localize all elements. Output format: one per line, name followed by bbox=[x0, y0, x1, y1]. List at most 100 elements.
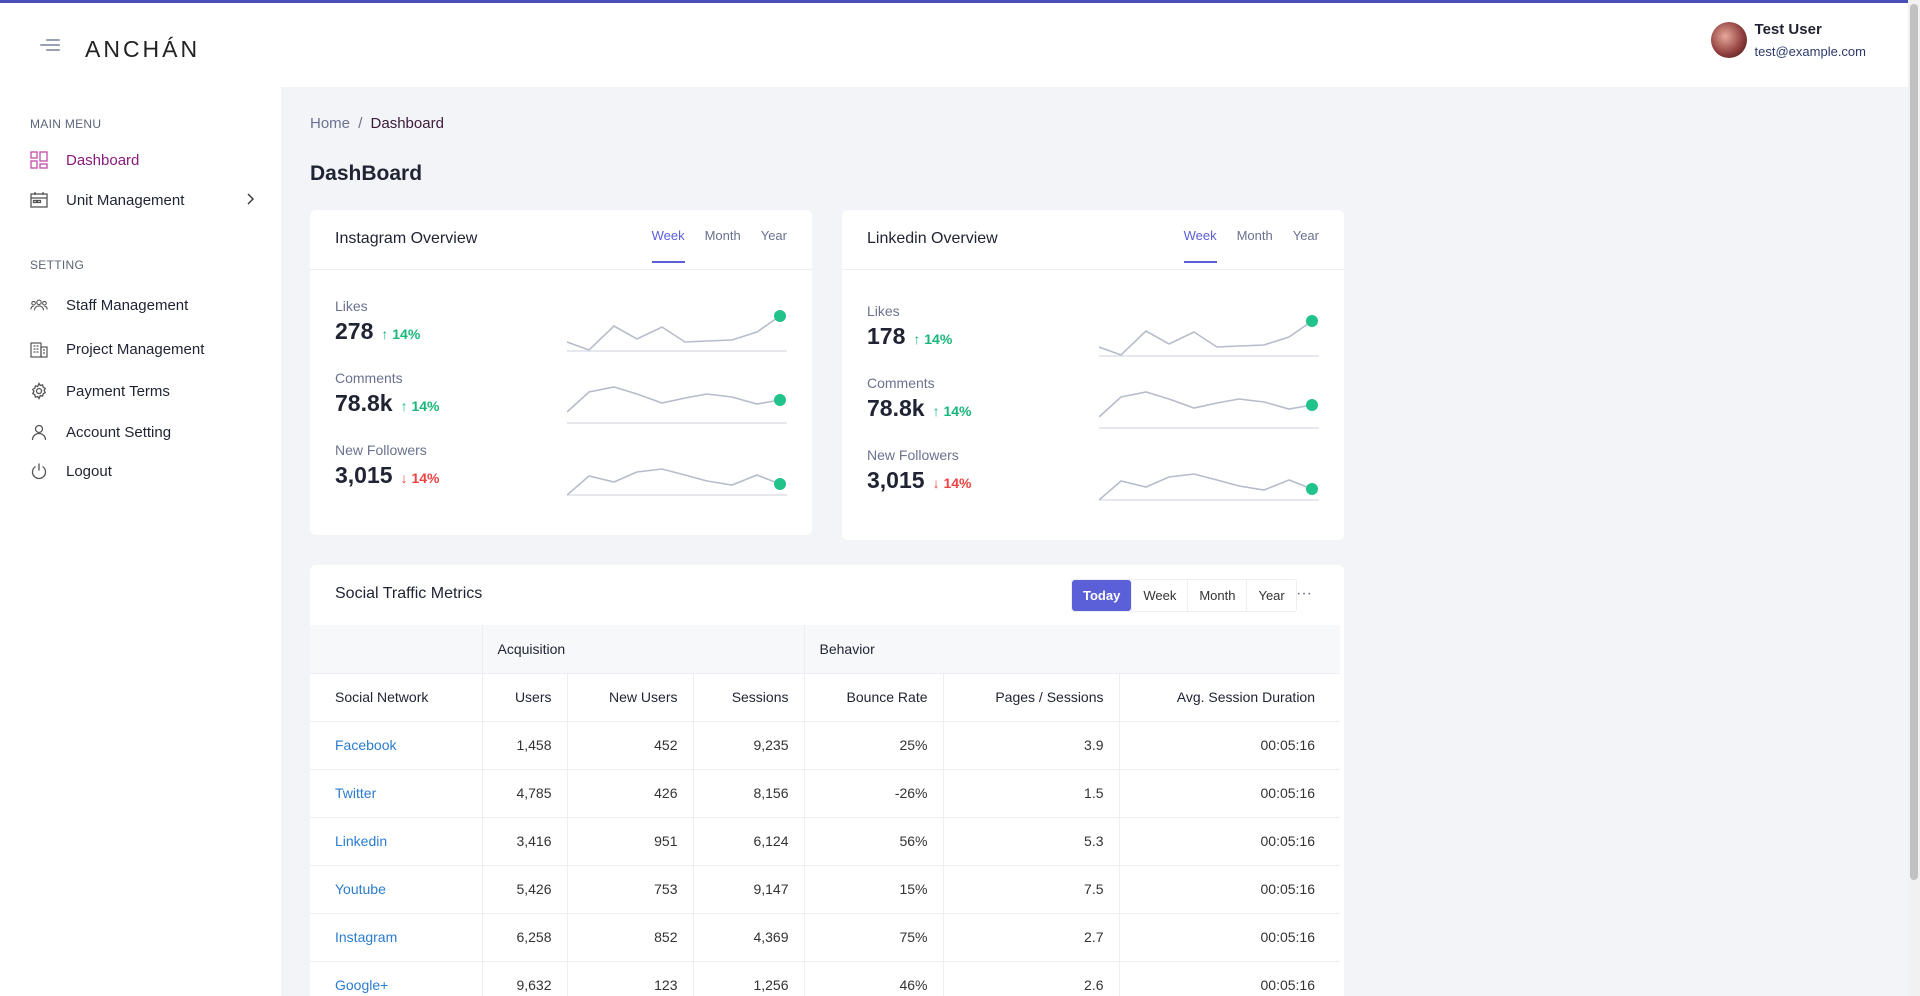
sidebar-item-label: Project Management bbox=[66, 340, 205, 358]
gear-icon bbox=[30, 382, 48, 400]
likes-metric: Likes 178 ↑ 14% bbox=[867, 303, 952, 350]
page-scrollbar[interactable] bbox=[1908, 0, 1920, 996]
unit-calendar-icon bbox=[30, 191, 48, 209]
table-cell: 46% bbox=[803, 961, 943, 996]
table-cell: 6,124 bbox=[692, 817, 804, 866]
sidebar-item-staff-management[interactable]: Staff Management bbox=[30, 293, 255, 317]
period-segmented-control: Today Week Month Year bbox=[1071, 579, 1297, 612]
col-header[interactable]: New Users bbox=[566, 673, 693, 722]
sidebar-item-project-management[interactable]: Project Management bbox=[30, 337, 255, 361]
tab-month[interactable]: Month bbox=[704, 228, 741, 243]
dashboard-grid-icon bbox=[30, 151, 48, 169]
segment-year[interactable]: Year bbox=[1246, 580, 1295, 611]
metric-change: ↓ 14% bbox=[400, 470, 440, 486]
card-header: Linkedin Overview Week Month Year bbox=[842, 210, 1344, 270]
power-icon bbox=[30, 462, 48, 480]
metric-label: New Followers bbox=[335, 442, 427, 458]
metric-change: ↑ 14% bbox=[400, 398, 440, 414]
tab-month[interactable]: Month bbox=[1236, 228, 1273, 243]
tab-year[interactable]: Year bbox=[1292, 228, 1319, 243]
tab-week[interactable]: Week bbox=[1183, 228, 1217, 263]
table-cell: 25% bbox=[803, 721, 943, 770]
col-header[interactable]: Social Network bbox=[310, 673, 482, 722]
sidebar-item-payment-terms[interactable]: Payment Terms bbox=[30, 379, 255, 403]
network-link[interactable]: Twitter bbox=[335, 785, 377, 801]
main-menu-title: MAIN MENU bbox=[30, 117, 102, 131]
sidebar-item-label: Unit Management bbox=[66, 191, 185, 209]
col-header[interactable]: Bounce Rate bbox=[803, 673, 943, 722]
table-cell: 75% bbox=[803, 913, 943, 962]
followers-metric: New Followers 3,015 ↓ 14% bbox=[335, 442, 439, 489]
metric-change: ↑ 14% bbox=[381, 326, 421, 342]
sidebar-item-label: Dashboard bbox=[66, 151, 140, 169]
chevron-right-icon bbox=[245, 192, 255, 210]
comments-sparkline bbox=[567, 386, 787, 424]
network-link[interactable]: Youtube bbox=[335, 881, 386, 897]
table-cell: 3.9 bbox=[942, 721, 1119, 770]
table-cell: 15% bbox=[803, 865, 943, 914]
table-cell: 00:05:16 bbox=[1118, 721, 1340, 770]
table-cell: 00:05:16 bbox=[1118, 913, 1340, 962]
top-accent-line bbox=[0, 0, 1920, 3]
sidebar-item-logout[interactable]: Logout bbox=[30, 459, 255, 483]
table-cell: 951 bbox=[566, 817, 693, 866]
brand-logo[interactable]: ANCHÁN bbox=[85, 36, 201, 62]
table-cell: 4,785 bbox=[481, 769, 567, 818]
user-menu[interactable]: Test User test@example.com bbox=[1710, 21, 1866, 59]
network-cell: Youtube bbox=[310, 865, 482, 914]
traffic-table: Acquisition Behavior Social Network User… bbox=[310, 625, 1340, 996]
card-title: Instagram Overview bbox=[335, 230, 478, 247]
metric-change: ↑ 14% bbox=[913, 331, 953, 347]
table-row: Google+ 9,632 123 1,256 46% 2.6 00:05:16 bbox=[310, 961, 1340, 996]
sidebar-item-account-setting[interactable]: Account Setting bbox=[30, 420, 255, 444]
sidebar-item-unit-management[interactable]: Unit Management bbox=[30, 188, 255, 212]
metric-label: Likes bbox=[867, 303, 900, 319]
user-email: test@example.com bbox=[1754, 44, 1866, 59]
group-header-behavior: Behavior bbox=[803, 625, 1340, 674]
more-options-icon[interactable]: ··· bbox=[1296, 585, 1312, 602]
segment-week[interactable]: Week bbox=[1131, 580, 1187, 611]
segment-month[interactable]: Month bbox=[1187, 580, 1246, 611]
period-tabs: Week Month Year bbox=[632, 228, 787, 263]
col-header[interactable]: Users bbox=[481, 673, 567, 722]
network-link[interactable]: Instagram bbox=[335, 929, 398, 945]
table-row: Linkedin 3,416 951 6,124 56% 5.3 00:05:16 bbox=[310, 817, 1340, 866]
table-group-header: Acquisition Behavior bbox=[310, 625, 1340, 674]
breadcrumb: Home / Dashboard bbox=[310, 115, 444, 132]
table-cell: 1,458 bbox=[481, 721, 567, 770]
period-tabs: Week Month Year bbox=[1164, 228, 1319, 263]
likes-sparkline bbox=[1099, 315, 1319, 357]
menu-toggle-icon[interactable] bbox=[40, 37, 60, 53]
table-cell: 9,235 bbox=[692, 721, 804, 770]
metric-value: 3,015 bbox=[335, 462, 393, 488]
table-cell: 3,416 bbox=[481, 817, 567, 866]
followers-metric: New Followers 3,015 ↓ 14% bbox=[867, 447, 971, 494]
col-header[interactable]: Pages / Sessions bbox=[942, 673, 1119, 722]
table-cell: 7.5 bbox=[942, 865, 1119, 914]
table-column-header: Social Network Users New Users Sessions … bbox=[310, 673, 1340, 722]
network-link[interactable]: Linkedin bbox=[335, 833, 388, 849]
table-cell: 426 bbox=[566, 769, 693, 818]
table-cell: 4,369 bbox=[692, 913, 804, 962]
table-cell: 00:05:16 bbox=[1118, 865, 1340, 914]
tab-week[interactable]: Week bbox=[651, 228, 685, 263]
col-header[interactable]: Avg. Session Duration bbox=[1118, 673, 1340, 722]
sidebar-item-label: Payment Terms bbox=[66, 382, 170, 400]
linkedin-overview-card: Linkedin Overview Week Month Year Likes … bbox=[842, 210, 1344, 540]
network-link[interactable]: Google+ bbox=[335, 977, 389, 993]
tab-year[interactable]: Year bbox=[760, 228, 787, 243]
col-header[interactable]: Sessions bbox=[692, 673, 804, 722]
table-row: Facebook 1,458 452 9,235 25% 3.9 00:05:16 bbox=[310, 721, 1340, 770]
network-link[interactable]: Facebook bbox=[335, 737, 397, 753]
sidebar-item-dashboard[interactable]: Dashboard bbox=[30, 148, 255, 172]
breadcrumb-home[interactable]: Home bbox=[310, 115, 351, 132]
network-cell: Linkedin bbox=[310, 817, 482, 866]
table-cell: 9,632 bbox=[481, 961, 567, 996]
card-title: Social Traffic Metrics bbox=[335, 585, 483, 602]
user-name: Test User bbox=[1754, 21, 1822, 38]
scrollbar-thumb[interactable] bbox=[1910, 4, 1918, 880]
instagram-overview-card: Instagram Overview Week Month Year Likes… bbox=[310, 210, 812, 535]
segment-today[interactable]: Today bbox=[1072, 580, 1132, 611]
user-icon bbox=[30, 423, 48, 441]
avatar[interactable] bbox=[1710, 22, 1747, 58]
